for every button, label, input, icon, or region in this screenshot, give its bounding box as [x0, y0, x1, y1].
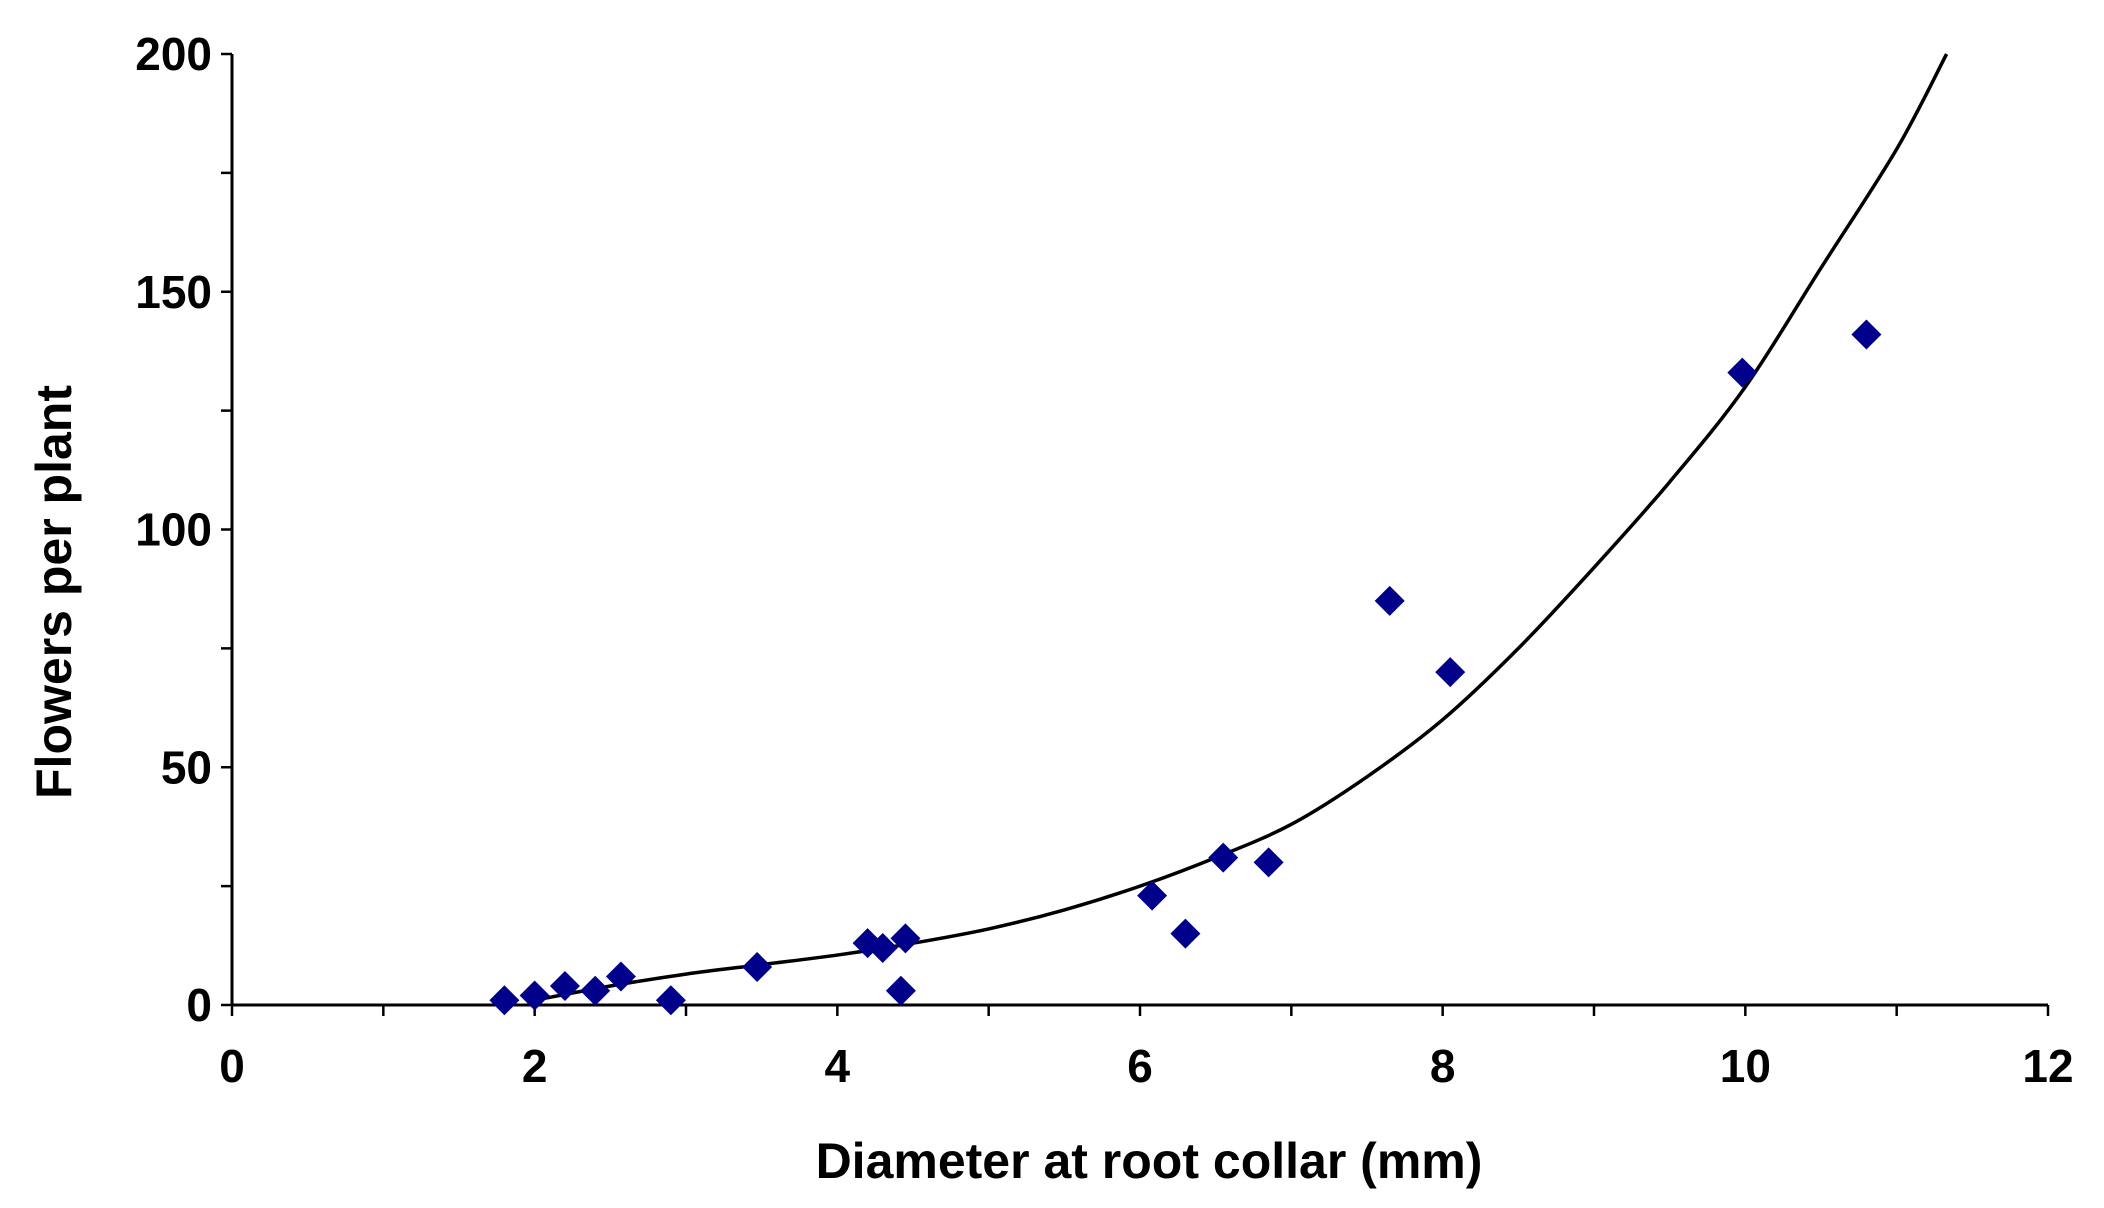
data-point	[655, 985, 686, 1016]
y-axis-title: Flowers per plant	[26, 385, 82, 799]
data-point	[1137, 880, 1168, 911]
data-point	[1253, 847, 1284, 878]
data-point	[580, 975, 611, 1006]
data-point	[1374, 585, 1405, 616]
data-point	[1851, 319, 1882, 350]
x-tick-label: 8	[1430, 1040, 1456, 1092]
x-tick-label: 2	[522, 1040, 548, 1092]
axes	[230, 54, 2048, 1007]
data-point	[489, 985, 520, 1016]
data-point	[867, 932, 898, 963]
x-axis-title: Diameter at root collar (mm)	[816, 1133, 1483, 1189]
x-tick-label: 10	[1720, 1040, 1771, 1092]
y-tick-label: 200	[135, 28, 212, 80]
data-points	[489, 319, 1882, 1016]
data-point	[605, 961, 636, 992]
data-point	[1727, 357, 1758, 388]
x-tick-label: 6	[1127, 1040, 1153, 1092]
y-tick-label: 100	[135, 504, 212, 556]
ticks	[221, 52, 2050, 1016]
y-tick-label: 0	[186, 979, 212, 1031]
x-tick-label: 12	[2022, 1040, 2073, 1092]
y-tick-label: 50	[161, 741, 212, 793]
trend-line	[534, 53, 1949, 1002]
x-tick-label: 4	[825, 1040, 851, 1092]
tick-labels: 0 2 4 6 8 10 12 0 50 100 150 200	[135, 28, 2073, 1092]
y-tick-label: 150	[135, 266, 212, 318]
data-point	[1435, 657, 1466, 688]
data-point	[742, 951, 773, 982]
data-point	[519, 980, 550, 1011]
data-point	[1208, 842, 1239, 873]
data-point	[885, 975, 916, 1006]
data-point	[549, 970, 580, 1001]
data-point	[890, 923, 921, 954]
data-point	[1170, 918, 1201, 949]
x-tick-label: 0	[219, 1040, 245, 1092]
